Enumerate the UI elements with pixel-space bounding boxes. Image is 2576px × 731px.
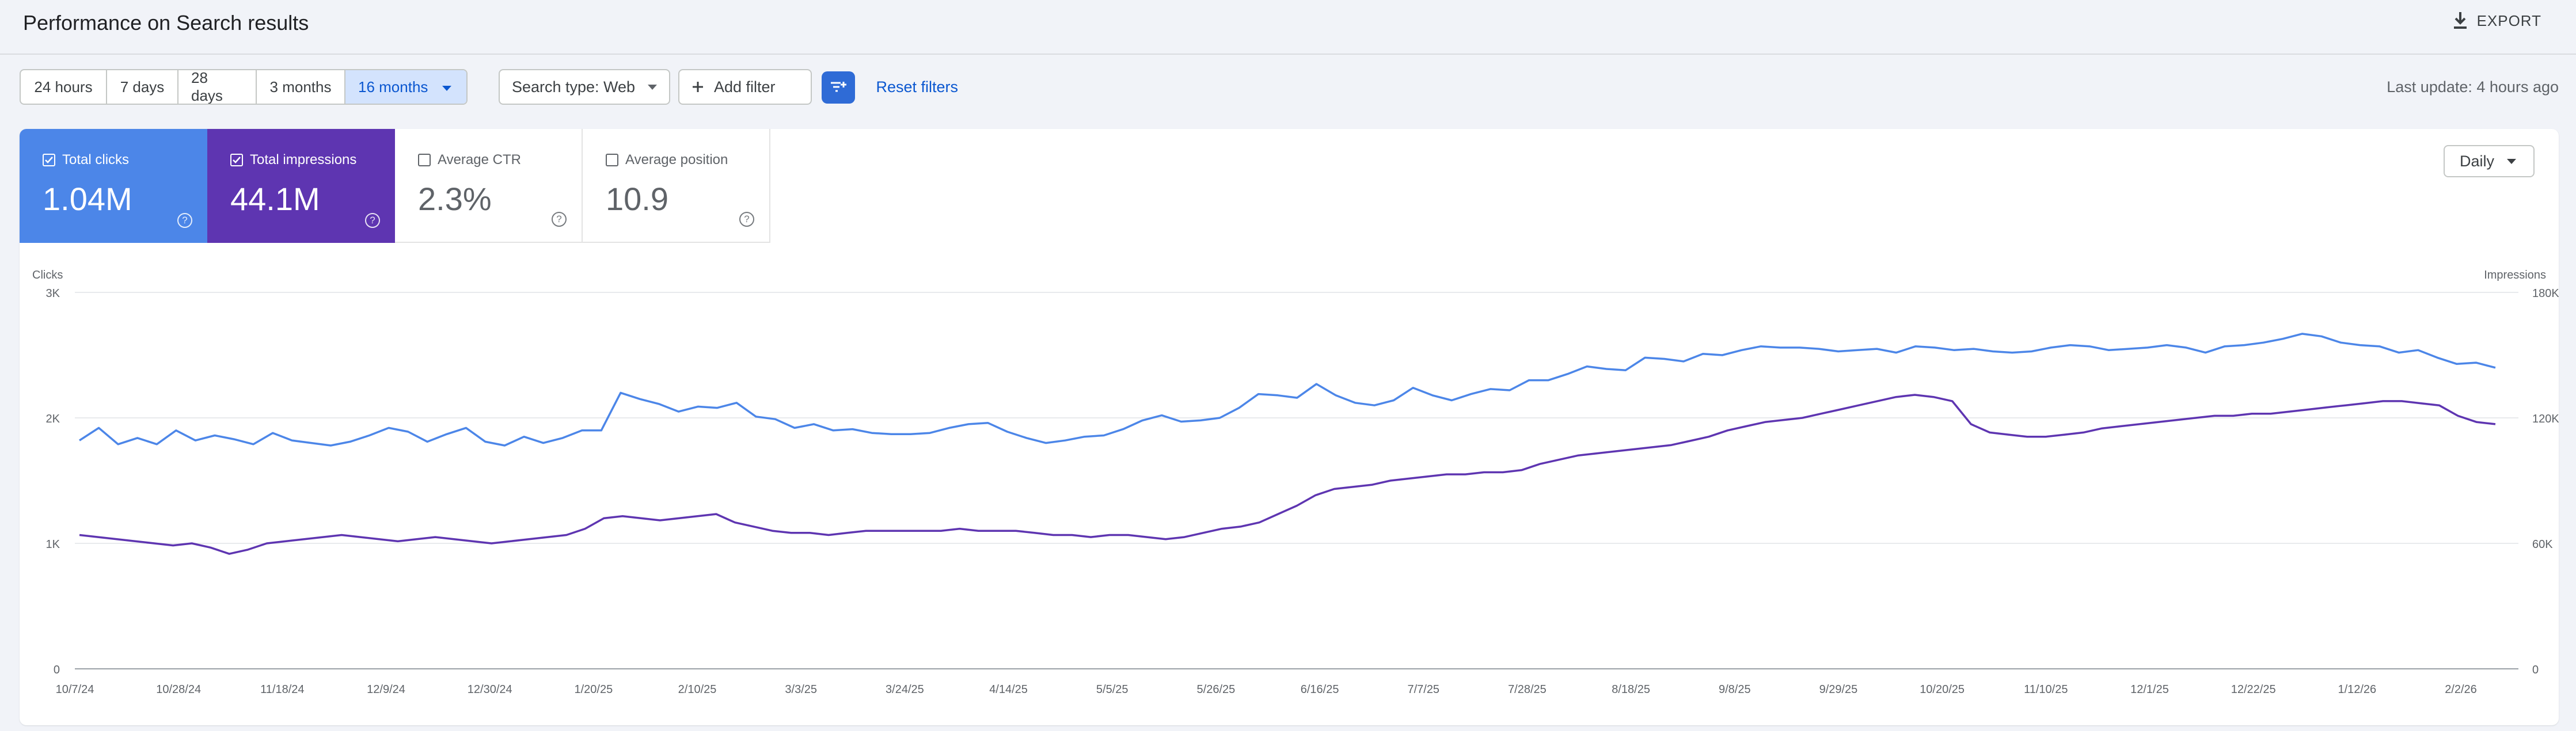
granularity-label: Daily <box>2460 152 2495 170</box>
page-header: Performance on Search results EXPORT <box>0 0 2576 55</box>
x-tick-label: 4/14/25 <box>989 683 1028 696</box>
metric-value: 2.3% <box>418 181 492 217</box>
filter-toolbar: 24 hours 7 days 28 days 3 months 16 mont… <box>20 69 2559 105</box>
performance-card: Total clicks 1.04M ? Total impressions 4… <box>20 129 2559 725</box>
x-tick-label: 1/20/25 <box>575 683 613 696</box>
metric-average-position[interactable]: Average position 10.9 ? <box>583 129 770 243</box>
metric-label: Average position <box>625 152 728 167</box>
last-update-text: Last update: 4 hours ago <box>2387 78 2559 96</box>
checkbox-checked-icon[interactable] <box>230 154 243 166</box>
checkbox-unchecked-icon[interactable] <box>418 154 431 166</box>
chevron-down-icon <box>2507 158 2517 164</box>
export-label: EXPORT <box>2476 12 2541 29</box>
reset-filters-link[interactable]: Reset filters <box>876 78 958 96</box>
metric-total-clicks[interactable]: Total clicks 1.04M ? <box>20 129 207 243</box>
y-left-tick-label: 3K <box>46 287 60 300</box>
date-range-28-days[interactable]: 28 days <box>178 70 257 104</box>
x-tick-label: 10/7/24 <box>56 683 94 696</box>
x-tick-label: 9/8/25 <box>1719 683 1751 696</box>
plus-icon <box>693 82 703 92</box>
x-tick-label: 10/28/24 <box>156 683 201 696</box>
add-filter-label: Add filter <box>714 78 776 96</box>
x-tick-label: 2/10/25 <box>678 683 717 696</box>
metric-label: Total impressions <box>250 152 357 167</box>
chevron-down-icon <box>648 84 658 90</box>
x-tick-label: 12/22/25 <box>2231 683 2276 696</box>
x-tick-label: 12/1/25 <box>2130 683 2169 696</box>
filter-toggle-button[interactable] <box>822 71 855 104</box>
performance-chart: 0 0 1K 60K 2K 120K 3K 180K Clicks Impressions 10/7… <box>32 269 2559 696</box>
x-tick-label: 11/18/24 <box>260 683 304 696</box>
help-icon[interactable]: ? <box>177 213 192 228</box>
x-tick-label: 1/12/26 <box>2338 683 2376 696</box>
x-tick-label: 12/9/24 <box>367 683 405 696</box>
x-tick-label: 7/28/25 <box>1508 683 1547 696</box>
y-right-axis-label: Impressions <box>2484 269 2546 281</box>
metric-total-impressions[interactable]: Total impressions 44.1M ? <box>207 129 395 243</box>
help-icon[interactable]: ? <box>552 212 567 227</box>
metric-label: Average CTR <box>438 152 521 167</box>
date-range-24-hours[interactable]: 24 hours <box>21 70 107 104</box>
y-right-tick-label: 120K <box>2532 413 2559 425</box>
y-right-tick-label: 60K <box>2532 538 2553 551</box>
download-icon <box>2453 12 2467 29</box>
metric-value: 1.04M <box>43 181 132 217</box>
search-type-dropdown[interactable]: Search type: Web <box>499 69 670 105</box>
metric-value: 10.9 <box>606 181 668 217</box>
series-line-impressions <box>79 394 2496 555</box>
date-range-selector: 24 hours 7 days 28 days 3 months 16 mont… <box>20 69 468 105</box>
date-range-selected-label: 16 months <box>358 78 428 96</box>
granularity-dropdown[interactable]: Daily <box>2444 145 2535 177</box>
x-tick-label: 6/16/25 <box>1301 683 1339 696</box>
x-tick-label: 7/7/25 <box>1407 683 1439 696</box>
page-title: Performance on Search results <box>23 11 309 35</box>
export-button[interactable]: EXPORT <box>2452 8 2541 33</box>
y-right-tick-label: 180K <box>2532 287 2559 300</box>
x-tick-label: 12/30/24 <box>468 683 512 696</box>
x-tick-label: 11/10/25 <box>2024 683 2068 696</box>
series-line-clicks <box>79 333 2496 447</box>
y-left-axis-label: Clicks <box>32 269 63 281</box>
chevron-down-icon <box>442 86 451 91</box>
search-type-label: Search type: Web <box>511 78 636 96</box>
metric-label: Total clicks <box>62 152 130 167</box>
x-tick-label: 5/26/25 <box>1197 683 1236 696</box>
add-filter-button[interactable]: Add filter <box>678 69 812 105</box>
y-left-tick-label: 2K <box>46 413 60 425</box>
x-tick-label: 8/18/25 <box>1612 683 1650 696</box>
help-icon[interactable]: ? <box>365 213 380 228</box>
x-tick-label: 3/3/25 <box>785 683 817 696</box>
filter-list-icon <box>831 82 846 92</box>
date-range-16-months[interactable]: 16 months <box>345 70 466 104</box>
metric-value: 44.1M <box>230 181 320 217</box>
y-left-tick-label: 1K <box>46 538 60 551</box>
date-range-3-months[interactable]: 3 months <box>257 70 345 104</box>
x-tick-label: 10/20/25 <box>1920 683 1965 696</box>
checkbox-checked-icon[interactable] <box>43 154 55 166</box>
metric-average-ctr[interactable]: Average CTR 2.3% ? <box>395 129 583 243</box>
y-left-tick-label: 0 <box>54 664 60 676</box>
x-tick-label: 9/29/25 <box>1819 683 1858 696</box>
checkbox-unchecked-icon[interactable] <box>606 154 618 166</box>
x-tick-label: 2/2/26 <box>2445 683 2477 696</box>
x-tick-label: 5/5/25 <box>1096 683 1129 696</box>
x-tick-label: 3/24/25 <box>886 683 924 696</box>
date-range-7-days[interactable]: 7 days <box>107 70 178 104</box>
help-icon[interactable]: ? <box>739 212 754 227</box>
y-right-tick-label: 0 <box>2532 664 2539 676</box>
